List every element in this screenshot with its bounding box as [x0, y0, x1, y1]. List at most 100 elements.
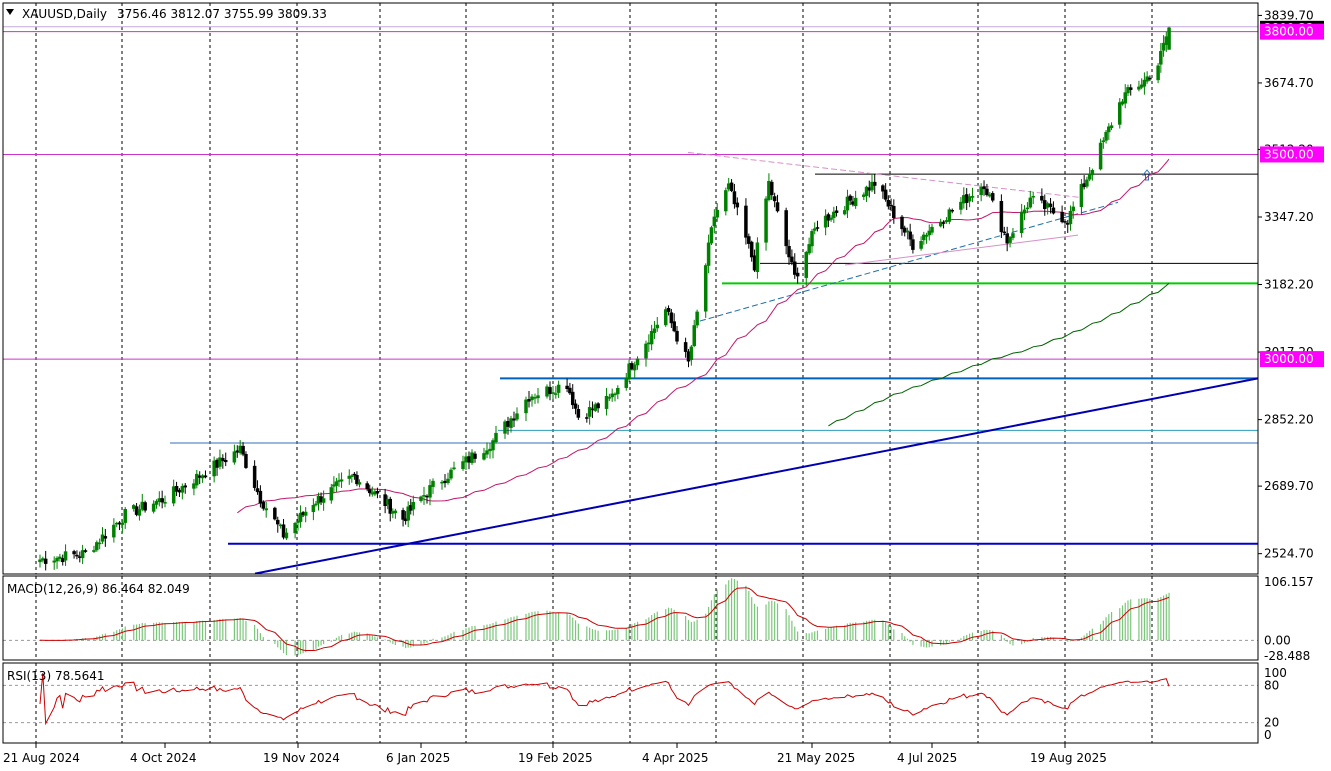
candle-body [180, 486, 185, 493]
level-label: 3000.00 [1264, 352, 1314, 366]
candle-body [192, 483, 196, 489]
candle-body [649, 331, 654, 345]
candle-body [990, 193, 995, 201]
candlesticks[interactable] [38, 26, 1171, 571]
candle-body [1128, 87, 1133, 90]
candle-body [703, 265, 708, 312]
arrow-up-icon [1141, 169, 1153, 181]
candle-body [724, 190, 728, 212]
time-tick-label: 4 Jul 2025 [897, 751, 957, 765]
candle-body [95, 542, 99, 551]
candle-body [137, 509, 142, 516]
candle-body [807, 244, 811, 254]
candle-body [1063, 221, 1067, 223]
candle-body [1137, 86, 1141, 90]
candle-body [1101, 140, 1106, 143]
candle-body [889, 204, 893, 207]
candle-body [339, 479, 344, 482]
time-tick-label: 4 Oct 2024 [130, 751, 197, 765]
candle-body [749, 241, 754, 258]
candle-body [278, 524, 283, 527]
candle-body [388, 498, 392, 514]
candle-body [924, 235, 929, 237]
candle-body [647, 342, 651, 345]
candle-body [1087, 174, 1092, 180]
candle-body [428, 485, 432, 498]
candle-body [870, 181, 874, 191]
rsi-label: RSI(13) 78.5641 [7, 669, 105, 683]
candle-body [593, 404, 598, 411]
candle-body [587, 407, 592, 417]
candle-body [464, 456, 468, 463]
candle-body [644, 343, 648, 359]
candle-body [422, 495, 426, 497]
candle-body [1142, 79, 1147, 87]
candle-body [712, 216, 717, 227]
candle-body [692, 325, 696, 347]
candle-body [795, 272, 800, 277]
candle-body [1167, 27, 1171, 50]
chart-grid [35, 3, 1153, 743]
candle-body [1071, 206, 1075, 211]
candle-body [352, 473, 357, 476]
candle-body [1031, 196, 1035, 198]
candle-body [132, 505, 136, 509]
candle-body [512, 418, 516, 421]
candle-body [663, 309, 668, 326]
trendline [687, 151, 1081, 198]
rsi-pane[interactable] [3, 672, 1258, 726]
dropdown-triangle-icon[interactable] [6, 9, 14, 15]
moving-averages [236, 158, 1170, 514]
candle-body [449, 469, 453, 479]
candle-body [171, 486, 176, 504]
candle-body [695, 311, 699, 326]
pane-frame [2, 662, 1259, 744]
candle-body [735, 202, 740, 208]
candle-body [365, 483, 369, 490]
candle-body [298, 512, 303, 522]
candle-body [533, 397, 537, 399]
candle-body [823, 215, 828, 228]
candle-body [120, 522, 125, 525]
candle-body [140, 501, 145, 510]
candle-body [100, 534, 105, 542]
rsi-line [39, 672, 1170, 726]
candle-body [503, 421, 507, 434]
candle-body [853, 197, 858, 207]
candle-body [706, 242, 711, 266]
candle-body [112, 524, 116, 538]
candle-body [715, 209, 719, 218]
candle-body [473, 453, 477, 459]
candle-body [1040, 195, 1044, 201]
candle-body [883, 189, 888, 200]
candle-body [467, 456, 471, 463]
candle-body [1159, 51, 1163, 65]
candle-body [755, 242, 760, 273]
candle-body [845, 196, 850, 211]
candle-body [585, 417, 589, 419]
trendline [254, 377, 1259, 575]
candle-body [729, 182, 734, 191]
candle-body [1005, 233, 1009, 244]
price-tick-label: 3674.70 [1264, 76, 1314, 90]
macd-label: MACD(12,26,9) 86.464 82.049 [7, 582, 190, 596]
candle-body [174, 486, 179, 492]
candle-body [491, 440, 495, 451]
candle-body [431, 480, 435, 487]
time-tick-label: 19 Feb 2025 [518, 751, 593, 765]
candle-body [83, 550, 88, 552]
macd-pane[interactable] [3, 578, 1258, 656]
candle-body [630, 363, 634, 370]
candle-body [55, 557, 59, 562]
candle-body [357, 482, 362, 485]
candle-body [509, 418, 513, 428]
candle-body [964, 194, 969, 203]
time-tick-label: 19 Nov 2024 [263, 751, 340, 765]
candle-body [215, 459, 219, 468]
candle-body [744, 205, 748, 238]
trendline [699, 201, 1119, 322]
candle-body [764, 198, 768, 243]
candle-body [293, 523, 297, 534]
candle-body [1019, 211, 1024, 234]
candle-body [200, 475, 205, 479]
